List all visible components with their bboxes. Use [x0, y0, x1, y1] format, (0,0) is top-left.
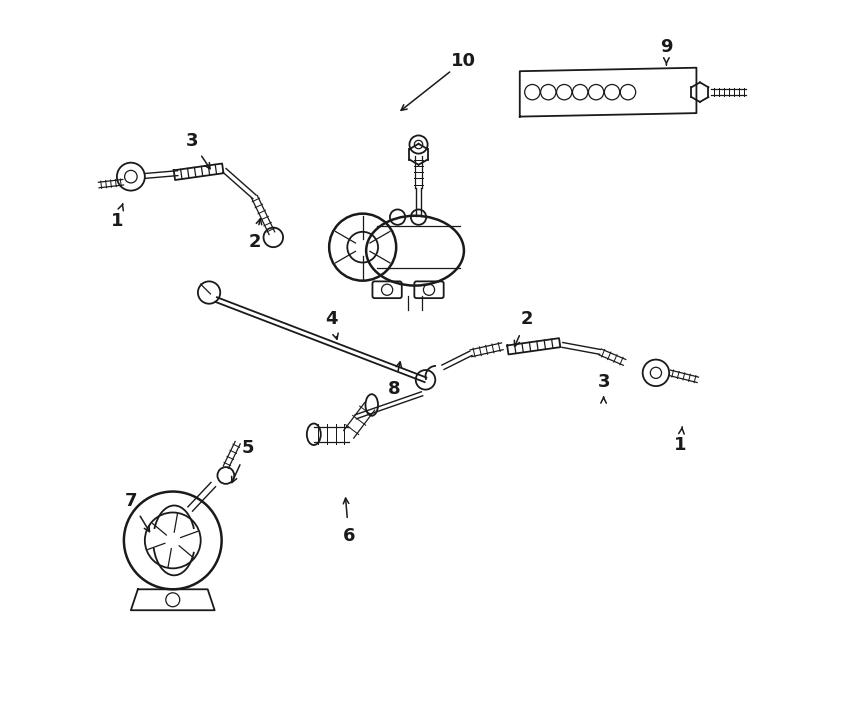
Text: 8: 8 — [388, 380, 400, 398]
Text: 3: 3 — [185, 132, 198, 150]
Text: 1: 1 — [674, 436, 687, 454]
Text: 2: 2 — [521, 310, 533, 328]
Text: 9: 9 — [660, 38, 673, 56]
Text: 3: 3 — [598, 373, 610, 391]
Text: 6: 6 — [343, 526, 355, 545]
Text: 10: 10 — [452, 52, 477, 69]
Text: 7: 7 — [125, 491, 138, 510]
Text: 4: 4 — [325, 310, 337, 328]
Text: 1: 1 — [111, 212, 123, 231]
Text: 5: 5 — [241, 440, 253, 457]
Text: 2: 2 — [248, 233, 260, 251]
